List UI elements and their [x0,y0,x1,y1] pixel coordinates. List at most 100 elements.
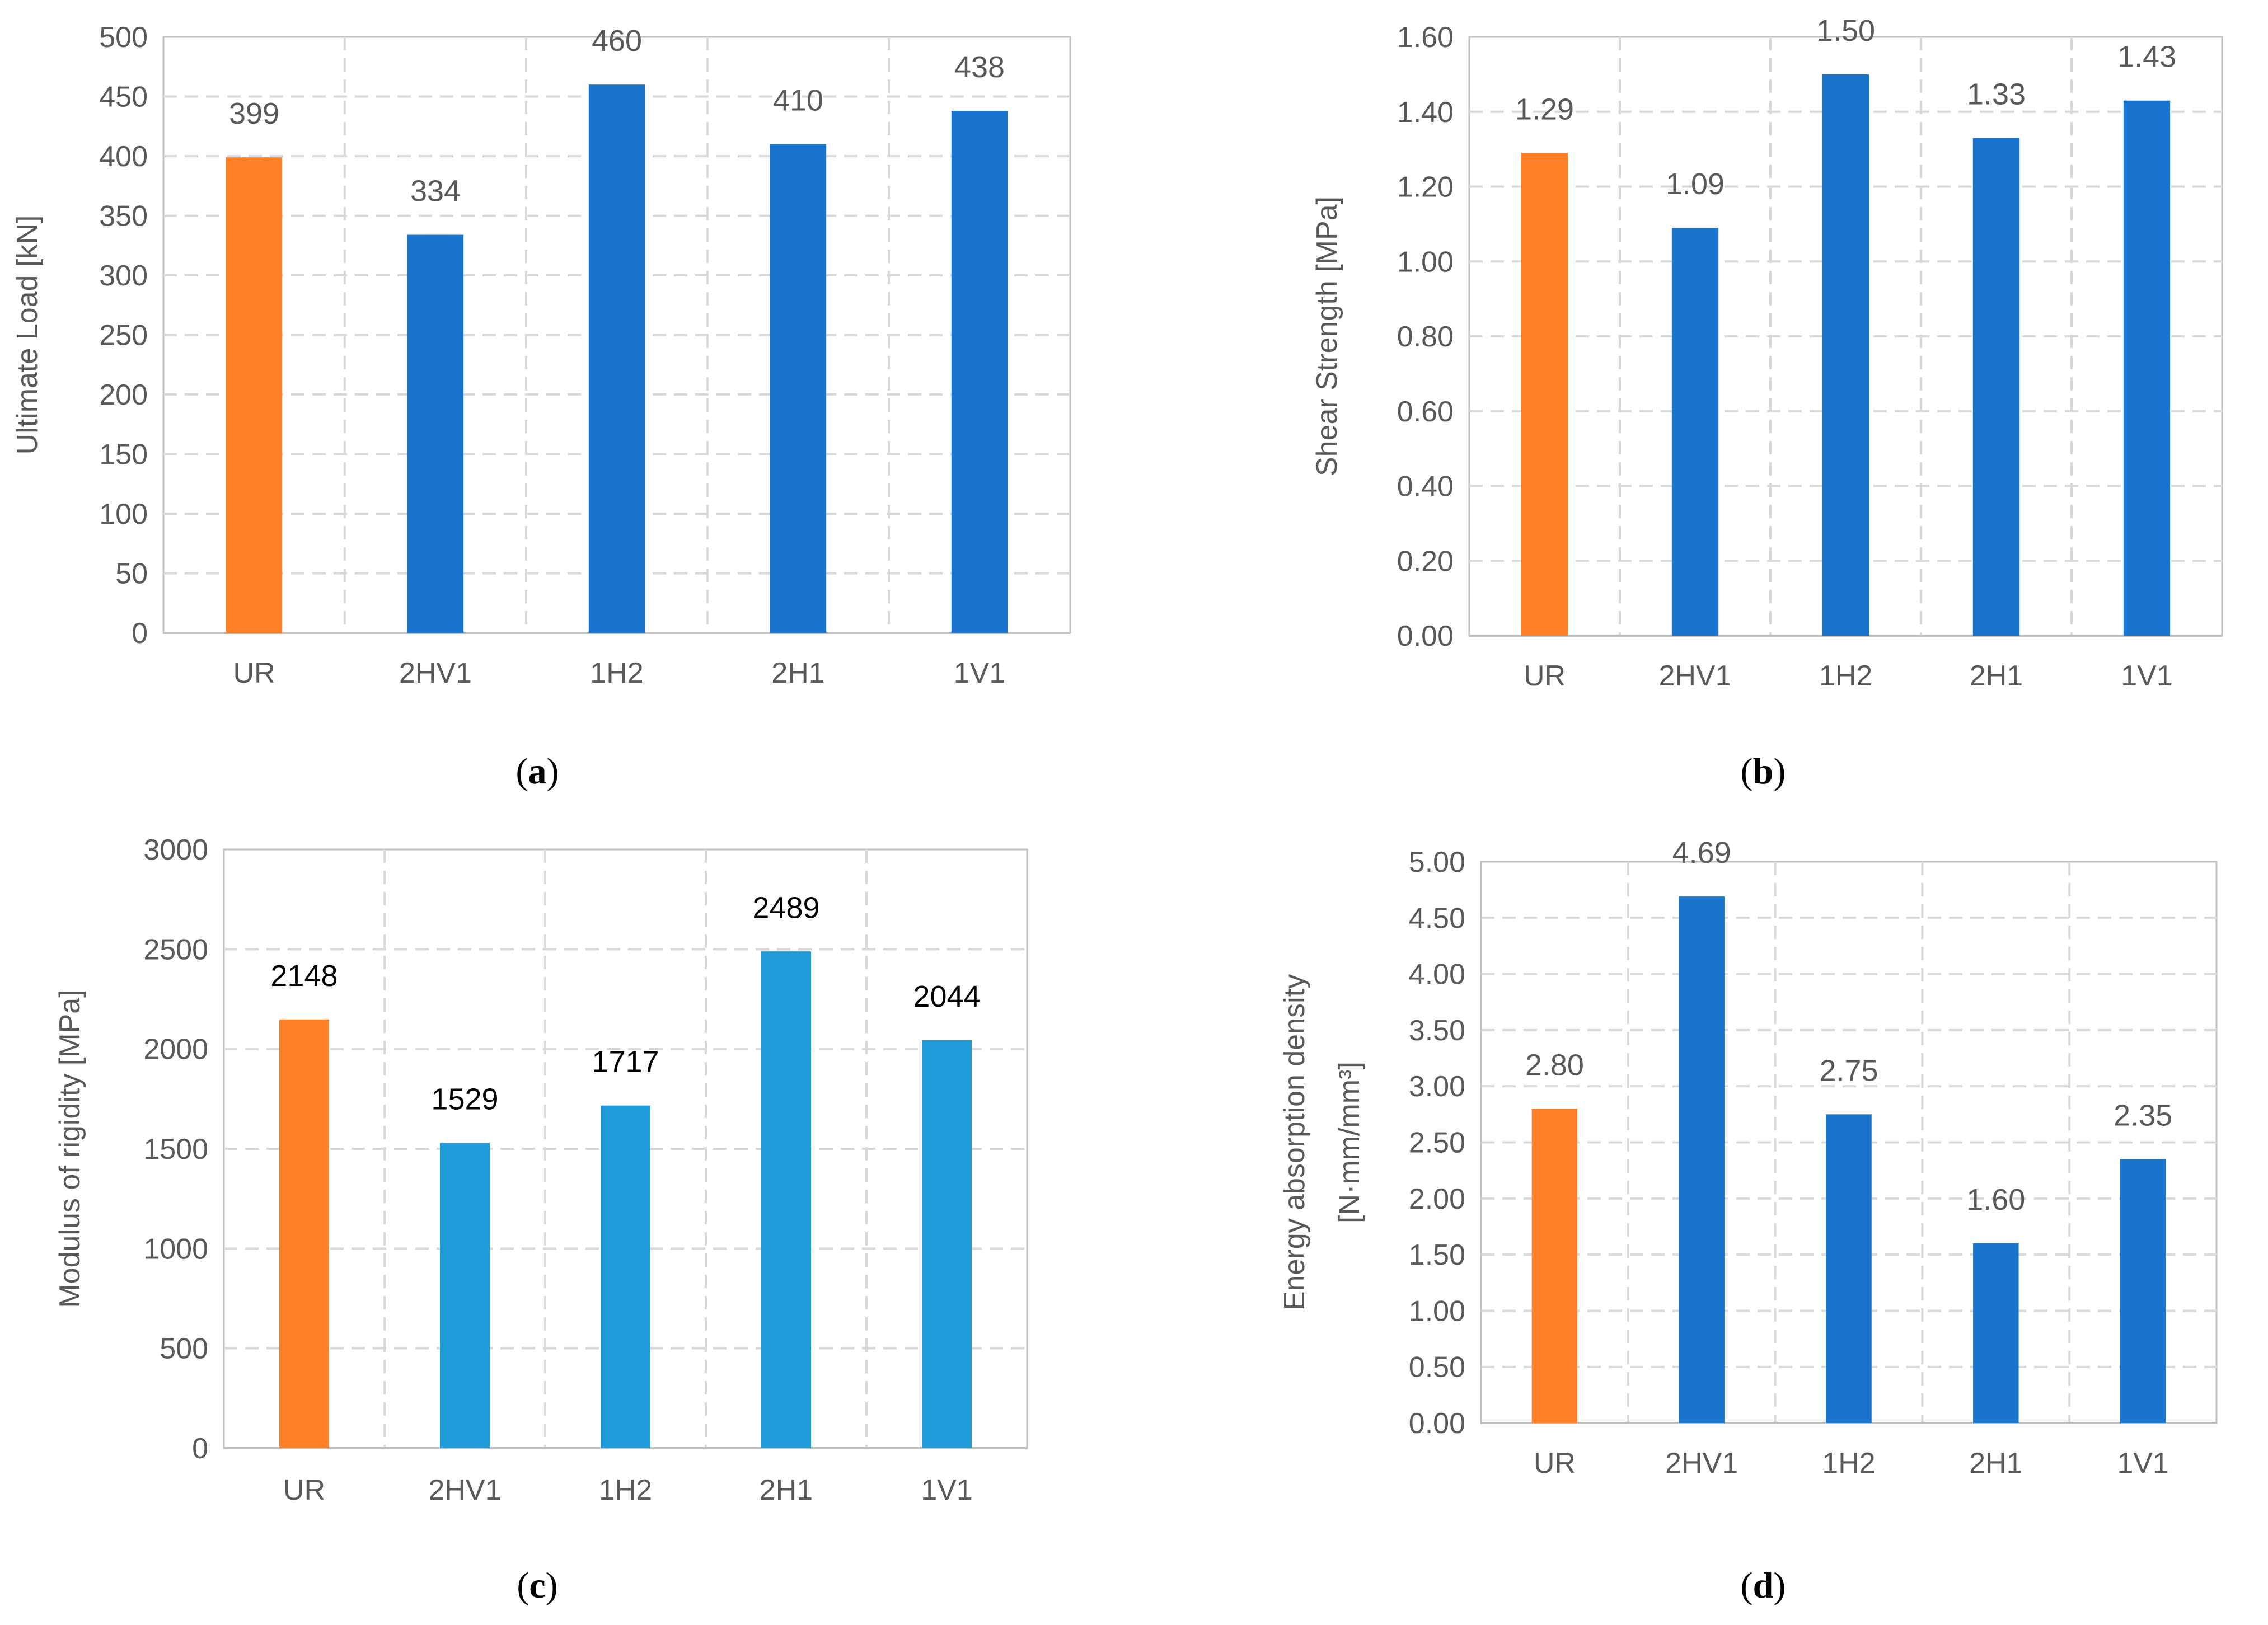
y-tick-label: 0 [132,617,148,650]
y-tick-label: 0.80 [1397,321,1454,353]
bar-2H1 [1973,1243,2019,1423]
y-tick-label: 250 [99,320,148,352]
data-label: 2489 [752,891,819,924]
y-tick-label: 0.00 [1397,620,1454,652]
data-label: 2044 [913,980,980,1013]
y-tick-label: 2500 [143,933,208,966]
y-tick-label: 1.60 [1397,21,1454,54]
chart-panel-c: 0 500 1000 1500 2000 2500 3000 2148 UR 1529 2HV1 17… [54,834,1028,1606]
x-tick-label: 1V1 [921,1474,973,1506]
y-axis-title-unit: [N·mm/mm³] [1333,1062,1366,1223]
bar-2H1 [1972,138,2020,636]
y-tick-label: 4.00 [1409,959,1465,991]
bar-UR [279,1019,329,1448]
y-tick-label: 1000 [143,1233,208,1265]
x-tick-label: 2HV1 [399,657,472,689]
bar-2HV1 [407,234,464,633]
x-tick-label: 1V1 [2121,660,2173,692]
y-tick-label: 1.00 [1397,246,1454,278]
data-label: 1529 [431,1083,498,1116]
x-tick-label: 2H1 [771,657,824,689]
data-label: 334 [410,175,461,208]
bar-2HV1 [1671,228,1719,636]
y-tick-label: 3000 [143,834,208,866]
bar-UR [1521,153,1568,636]
y-tick-label: 1500 [143,1133,208,1166]
x-tick-label: 1H2 [590,657,643,689]
data-label: 2.35 [2114,1099,2172,1133]
y-tick-label: 1.50 [1409,1239,1465,1271]
y-tick-label: 1.20 [1397,171,1454,204]
x-tick-label: UR [283,1474,325,1506]
y-axis-title: Modulus of rigidity [MPa] [54,989,86,1308]
y-tick-label: 1.40 [1397,96,1454,129]
y-tick-label: 200 [99,379,148,411]
y-tick-label: 50 [115,558,148,590]
x-tick-label: 2H1 [1970,660,2023,692]
x-tick-label: 2HV1 [1658,660,1731,692]
data-label: 1.33 [1967,78,2026,111]
panel-caption: (c) [517,1565,557,1606]
y-tick-label: 0 [192,1433,208,1465]
y-tick-label: 1.00 [1409,1295,1465,1327]
bar-1H2 [1826,1114,1872,1423]
bar-1H2 [601,1105,650,1448]
y-tick-label: 450 [99,81,148,114]
y-tick-label: 150 [99,439,148,471]
y-axis-title: Energy absorption density [1278,974,1311,1311]
data-label: 1.43 [2117,40,2176,74]
chart-panel-b: 0.00 0.20 0.40 0.60 0.80 1.00 1.20 1.40 1.60 1.29… [1311,14,2223,792]
y-tick-label: 3.00 [1409,1070,1465,1103]
panel-caption: (d) [1741,1565,1786,1606]
y-tick-label: 500 [160,1333,208,1365]
y-tick-label: 4.50 [1409,902,1465,934]
chart-panel-a: 0 50 100 150 200 250 300 350 400 450 500 399 UR 334 2H… [11,21,1071,792]
x-tick-label: 2HV1 [428,1474,501,1506]
x-tick-label: UR [233,657,275,689]
bar-1V1 [951,111,1008,633]
y-tick-label: 5.00 [1409,846,1465,879]
data-label: 2.80 [1525,1048,1584,1082]
bar-1H2 [1822,74,1869,636]
x-tick-label: 1H2 [1819,660,1872,692]
y-tick-label: 100 [99,498,148,530]
data-label: 4.69 [1672,836,1731,870]
data-label: 1717 [592,1045,659,1079]
bar-1H2 [588,84,645,633]
bar-2HV1 [1679,896,1725,1423]
y-tick-label: 500 [99,21,148,54]
x-tick-label: UR [1524,660,1566,692]
y-tick-label: 350 [99,200,148,233]
x-tick-label: 1V1 [954,657,1006,689]
bar-UR [1531,1109,1578,1423]
x-tick-label: 1H2 [1822,1447,1875,1480]
y-tick-label: 0.40 [1397,471,1454,503]
bar-1V1 [2123,100,2171,636]
x-tick-label: 2H1 [1969,1447,2022,1480]
bar-2H1 [770,144,827,633]
data-label: 2148 [270,959,338,993]
data-label: 2.75 [1819,1054,1878,1087]
y-tick-label: 3.50 [1409,1015,1465,1047]
bar-1V1 [2120,1159,2166,1423]
y-tick-label: 0.60 [1397,396,1454,428]
bar-2HV1 [440,1143,490,1448]
chart-panel-d: 0.00 0.50 1.00 1.50 2.00 2.50 3.00 3.50 4.00 4.50… [1278,836,2218,1606]
data-label: 438 [954,50,1005,84]
x-tick-label: 1V1 [2117,1447,2169,1480]
x-tick-label: UR [1534,1447,1576,1480]
bar-1V1 [922,1040,972,1448]
y-tick-label: 300 [99,260,148,292]
panel-caption: (b) [1741,751,1786,792]
data-label: 399 [229,97,279,130]
y-tick-label: 0.00 [1409,1407,1465,1440]
bar-2H1 [761,951,811,1448]
data-label: 1.50 [1816,14,1875,48]
x-tick-label: 2H1 [760,1474,813,1506]
y-tick-label: 2.50 [1409,1127,1465,1159]
data-label: 460 [592,24,642,58]
y-axis-title: Shear Strength [MPa] [1311,196,1343,476]
y-tick-label: 2.00 [1409,1183,1465,1215]
x-tick-label: 2HV1 [1665,1447,1738,1480]
